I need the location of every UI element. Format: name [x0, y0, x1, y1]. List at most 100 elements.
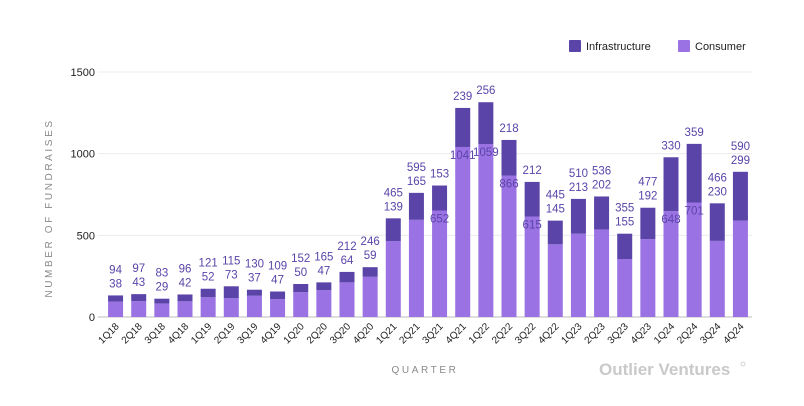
bar-infrastructure-2q18: [131, 294, 147, 302]
bar-consumer-2q22: [501, 175, 517, 317]
x-tick-label-1q20: 1Q20: [282, 321, 307, 346]
y-tick-label-1500: 1500: [71, 67, 95, 79]
data-label-consumer-1q18: 94: [109, 264, 122, 276]
bar-consumer-4q19: [270, 299, 286, 317]
bar-consumer-1q24: [663, 211, 679, 317]
data-label-consumer-2q21: 595: [407, 162, 426, 174]
legend: Infrastructure Consumer: [569, 40, 746, 53]
bar-infrastructure-1q19: [200, 288, 216, 298]
data-label-infrastructure-4q19: 47: [271, 275, 284, 287]
x-tick-label-1q18: 1Q18: [97, 321, 122, 346]
bars: [108, 102, 748, 317]
x-tick-label-1q21: 1Q21: [374, 321, 399, 346]
bar-infrastructure-3q21: [432, 185, 448, 211]
bar-consumer-2q19: [223, 298, 239, 317]
data-label-infrastructure-3q19: 37: [248, 273, 261, 285]
legend-swatch-consumer: [678, 40, 690, 52]
data-label-infrastructure-2q21: 165: [407, 176, 426, 188]
data-label-consumer-2q24: 701: [685, 206, 704, 218]
x-tick-label-2q21: 2Q21: [397, 321, 422, 346]
bar-consumer-2q20: [316, 290, 332, 317]
data-label-infrastructure-1q21: 139: [384, 201, 403, 213]
data-label-consumer-3q23: 355: [615, 203, 634, 215]
bar-infrastructure-3q19: [246, 289, 262, 296]
data-label-infrastructure-2q23: 202: [592, 179, 611, 191]
bar-infrastructure-4q21: [455, 107, 471, 147]
data-label-infrastructure-4q20: 59: [364, 250, 377, 262]
bar-consumer-1q23: [570, 233, 586, 317]
data-label-consumer-2q22: 866: [499, 179, 518, 191]
bar-infrastructure-3q23: [617, 233, 633, 260]
data-label-consumer-1q20: 152: [291, 253, 310, 265]
bar-infrastructure-3q18: [154, 298, 170, 304]
x-tick-label-2q24: 2Q24: [675, 321, 700, 346]
x-axis-ticks: 1Q182Q183Q184Q181Q192Q193Q194Q191Q202Q20…: [97, 321, 747, 346]
bar-infrastructure-2q20: [316, 282, 332, 291]
x-tick-label-2q18: 2Q18: [120, 321, 145, 346]
x-tick-label-4q22: 4Q22: [536, 321, 561, 346]
bar-infrastructure-4q18: [177, 294, 193, 302]
bar-infrastructure-2q21: [408, 192, 424, 220]
bar-infrastructure-2q22: [501, 139, 517, 176]
x-tick-label-4q20: 4Q20: [351, 321, 376, 346]
data-label-infrastructure-2q18: 43: [132, 277, 145, 289]
data-label-infrastructure-2q20: 47: [317, 265, 330, 277]
x-tick-label-3q24: 3Q24: [698, 321, 723, 346]
bar-consumer-3q22: [524, 216, 540, 317]
bar-consumer-1q20: [293, 292, 309, 317]
x-tick-label-1q24: 1Q24: [652, 321, 677, 346]
bar-infrastructure-1q18: [108, 295, 124, 302]
x-tick-label-1q23: 1Q23: [559, 321, 584, 346]
bar-infrastructure-3q22: [524, 181, 540, 217]
bar-infrastructure-1q23: [570, 198, 586, 234]
y-axis-ticks: 0 500 1000 1500: [71, 67, 95, 324]
x-tick-label-4q24: 4Q24: [721, 321, 746, 346]
x-axis-title: QUARTER: [392, 365, 459, 376]
data-label-consumer-4q18: 96: [179, 263, 192, 275]
bar-infrastructure-1q22: [478, 102, 494, 145]
data-label-consumer-4q22: 445: [546, 190, 565, 202]
bar-consumer-2q21: [408, 219, 424, 317]
bar-consumer-4q22: [547, 244, 563, 317]
data-label-infrastructure-3q20: 64: [341, 255, 354, 267]
x-tick-label-2q20: 2Q20: [305, 321, 330, 346]
bar-infrastructure-1q24: [663, 157, 679, 212]
bar-infrastructure-1q21: [385, 218, 401, 242]
outlier-ventures-logo: Outlier Ventures: [599, 360, 746, 379]
bar-consumer-1q21: [385, 241, 401, 317]
bar-infrastructure-4q19: [270, 291, 286, 300]
logo-mark-icon: [740, 361, 746, 367]
bar-consumer-3q18: [154, 303, 170, 317]
bar-consumer-3q23: [617, 259, 633, 317]
bar-consumer-3q19: [246, 295, 262, 317]
x-tick-label-2q23: 2Q23: [583, 321, 608, 346]
data-label-infrastructure-3q22: 212: [523, 165, 542, 177]
x-tick-label-2q22: 2Q22: [490, 321, 515, 346]
x-tick-label-1q22: 1Q22: [467, 321, 492, 346]
data-label-consumer-2q23: 536: [592, 165, 611, 177]
bar-consumer-4q21: [455, 146, 471, 317]
data-label-consumer-1q21: 465: [384, 187, 403, 199]
data-label-infrastructure-2q22: 218: [499, 123, 518, 135]
bar-infrastructure-3q24: [709, 203, 725, 241]
bar-consumer-1q22: [478, 144, 494, 317]
logo-text: Outlier Ventures: [599, 360, 730, 379]
bar-consumer-2q18: [131, 301, 147, 317]
x-tick-label-3q20: 3Q20: [328, 321, 353, 346]
x-tick-label-3q23: 3Q23: [606, 321, 631, 346]
x-tick-label-3q18: 3Q18: [143, 321, 168, 346]
data-label-infrastructure-4q22: 145: [546, 204, 565, 216]
bar-infrastructure-1q20: [293, 284, 309, 293]
data-label-infrastructure-4q18: 42: [179, 277, 192, 289]
bar-consumer-4q18: [177, 301, 193, 317]
data-label-consumer-3q21: 652: [430, 214, 449, 226]
bar-consumer-3q20: [339, 282, 355, 317]
data-label-infrastructure-1q24: 330: [661, 140, 680, 152]
legend-label-consumer: Consumer: [695, 41, 746, 53]
bar-infrastructure-4q22: [547, 220, 563, 245]
x-tick-label-4q19: 4Q19: [259, 321, 284, 346]
bar-infrastructure-2q24: [686, 143, 702, 203]
data-label-consumer-2q18: 97: [132, 263, 145, 275]
data-label-infrastructure-1q22: 256: [476, 85, 495, 97]
